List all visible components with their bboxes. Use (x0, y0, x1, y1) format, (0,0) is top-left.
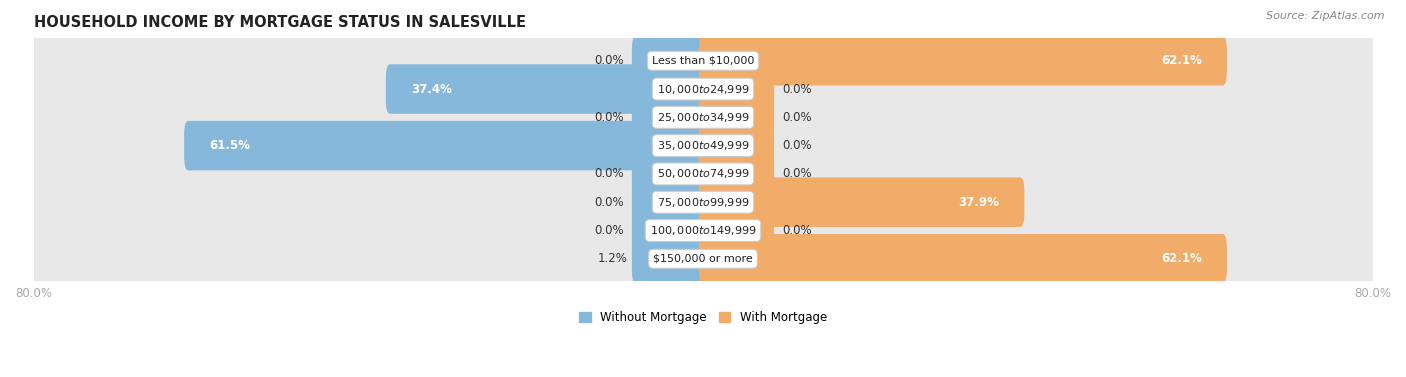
Text: 0.0%: 0.0% (593, 224, 623, 237)
FancyBboxPatch shape (30, 93, 1376, 142)
FancyBboxPatch shape (699, 64, 775, 114)
FancyBboxPatch shape (30, 178, 1376, 227)
FancyBboxPatch shape (631, 206, 707, 255)
Text: 0.0%: 0.0% (593, 167, 623, 181)
FancyBboxPatch shape (631, 36, 707, 86)
FancyBboxPatch shape (631, 93, 707, 142)
Text: $50,000 to $74,999: $50,000 to $74,999 (657, 167, 749, 181)
Text: 1.2%: 1.2% (598, 252, 627, 265)
Text: 0.0%: 0.0% (593, 111, 623, 124)
FancyBboxPatch shape (699, 234, 1227, 284)
FancyBboxPatch shape (631, 149, 707, 199)
Legend: Without Mortgage, With Mortgage: Without Mortgage, With Mortgage (574, 307, 832, 329)
Text: 37.4%: 37.4% (411, 83, 451, 95)
Text: 62.1%: 62.1% (1161, 54, 1202, 67)
Text: 62.1%: 62.1% (1161, 252, 1202, 265)
Text: 0.0%: 0.0% (783, 139, 813, 152)
Text: 0.0%: 0.0% (783, 83, 813, 95)
FancyBboxPatch shape (30, 234, 1376, 284)
FancyBboxPatch shape (699, 206, 775, 255)
Text: 0.0%: 0.0% (593, 54, 623, 67)
FancyBboxPatch shape (631, 178, 707, 227)
Text: 61.5%: 61.5% (209, 139, 250, 152)
FancyBboxPatch shape (30, 36, 1376, 86)
FancyBboxPatch shape (385, 64, 707, 114)
FancyBboxPatch shape (699, 93, 775, 142)
FancyBboxPatch shape (631, 234, 707, 284)
Text: 0.0%: 0.0% (783, 224, 813, 237)
Text: $75,000 to $99,999: $75,000 to $99,999 (657, 196, 749, 209)
FancyBboxPatch shape (699, 149, 775, 199)
FancyBboxPatch shape (30, 206, 1376, 255)
Text: $150,000 or more: $150,000 or more (654, 254, 752, 264)
Text: 37.9%: 37.9% (959, 196, 1000, 209)
FancyBboxPatch shape (30, 149, 1376, 199)
FancyBboxPatch shape (30, 64, 1376, 114)
Text: $25,000 to $34,999: $25,000 to $34,999 (657, 111, 749, 124)
Text: 0.0%: 0.0% (783, 167, 813, 181)
FancyBboxPatch shape (30, 121, 1376, 170)
Text: $35,000 to $49,999: $35,000 to $49,999 (657, 139, 749, 152)
Text: Source: ZipAtlas.com: Source: ZipAtlas.com (1267, 11, 1385, 21)
Text: Less than $10,000: Less than $10,000 (652, 56, 754, 66)
FancyBboxPatch shape (184, 121, 707, 170)
FancyBboxPatch shape (699, 178, 1025, 227)
FancyBboxPatch shape (699, 121, 775, 170)
FancyBboxPatch shape (699, 36, 1227, 86)
Text: 0.0%: 0.0% (593, 196, 623, 209)
Text: $100,000 to $149,999: $100,000 to $149,999 (650, 224, 756, 237)
Text: HOUSEHOLD INCOME BY MORTGAGE STATUS IN SALESVILLE: HOUSEHOLD INCOME BY MORTGAGE STATUS IN S… (34, 15, 526, 30)
Text: $10,000 to $24,999: $10,000 to $24,999 (657, 83, 749, 95)
Text: 0.0%: 0.0% (783, 111, 813, 124)
